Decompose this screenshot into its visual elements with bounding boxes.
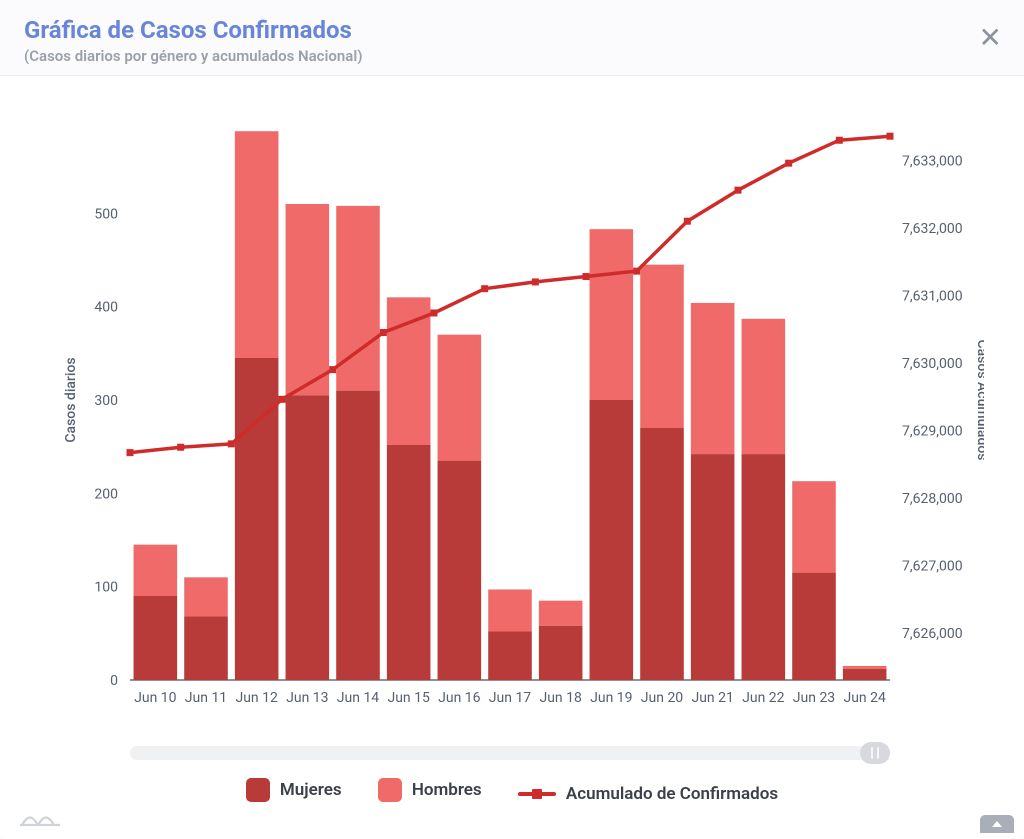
modal-header: Gráfica de Casos Confirmados (Casos diar… [0, 0, 1024, 76]
svg-text:Jun 14: Jun 14 [337, 690, 380, 706]
legend-swatch-line [518, 786, 556, 802]
svg-text:500: 500 [94, 206, 118, 222]
svg-text:100: 100 [94, 580, 118, 596]
legend-label-hombres: Hombres [412, 780, 482, 800]
svg-text:Jun 10: Jun 10 [134, 690, 177, 706]
modal-subtitle: (Casos diarios por género y acumulados N… [24, 47, 1000, 65]
legend-swatch-mujeres [246, 778, 270, 802]
svg-text:Jun 23: Jun 23 [793, 690, 835, 706]
amcharts-logo-icon [20, 807, 76, 833]
svg-text:Casos diarios: Casos diarios [63, 357, 79, 442]
svg-text:Jun 16: Jun 16 [438, 690, 481, 706]
svg-text:7,628,000: 7,628,000 [902, 491, 963, 507]
svg-text:Jun 17: Jun 17 [489, 690, 532, 706]
modal-title: Gráfica de Casos Confirmados [24, 16, 1000, 45]
svg-text:Casos Acumulados: Casos Acumulados [974, 339, 984, 460]
svg-text:200: 200 [94, 486, 118, 502]
svg-text:Jun 24: Jun 24 [843, 690, 886, 706]
chart-legend: Mujeres Hombres Acumulado de Confirmados [0, 778, 1024, 807]
svg-text:0: 0 [110, 673, 118, 689]
svg-text:Jun 12: Jun 12 [235, 690, 278, 706]
legend-item-acumulado[interactable]: Acumulado de Confirmados [518, 784, 778, 804]
svg-text:7,630,000: 7,630,000 [902, 356, 963, 372]
range-scrollbar[interactable] [130, 742, 890, 764]
svg-text:Jun 21: Jun 21 [691, 690, 733, 706]
range-handle[interactable] [860, 742, 890, 764]
range-track [130, 746, 890, 760]
svg-text:7,633,000: 7,633,000 [902, 153, 963, 169]
svg-text:7,627,000: 7,627,000 [902, 558, 963, 574]
legend-swatch-hombres [378, 778, 402, 802]
close-icon[interactable]: ✕ [979, 24, 1002, 52]
legend-label-mujeres: Mujeres [280, 780, 342, 800]
svg-text:Jun 20: Jun 20 [641, 690, 684, 706]
svg-text:Jun 11: Jun 11 [185, 690, 227, 706]
chart-svg: 0 100 200 300 400 500 Casos diarios 7,626,000 7,… [40, 110, 984, 730]
chart-area: 0 100 200 300 400 500 Casos diarios 7,626,000 7,… [40, 110, 984, 730]
expand-toggle-button[interactable] [980, 815, 1014, 833]
legend-item-hombres[interactable]: Hombres [378, 778, 482, 802]
legend-label-acumulado: Acumulado de Confirmados [566, 784, 778, 804]
svg-text:400: 400 [94, 300, 118, 316]
svg-text:7,631,000: 7,631,000 [902, 288, 963, 304]
svg-text:Jun 22: Jun 22 [742, 690, 785, 706]
svg-text:Jun 18: Jun 18 [539, 690, 582, 706]
svg-text:7,626,000: 7,626,000 [902, 626, 963, 642]
svg-text:7,632,000: 7,632,000 [902, 221, 963, 237]
chart-modal: Gráfica de Casos Confirmados (Casos diar… [0, 0, 1024, 839]
legend-item-mujeres[interactable]: Mujeres [246, 778, 342, 802]
svg-text:Jun 19: Jun 19 [590, 690, 632, 706]
svg-text:7,629,000: 7,629,000 [902, 423, 963, 439]
svg-text:Jun 13: Jun 13 [286, 690, 328, 706]
svg-text:300: 300 [94, 393, 118, 409]
chevron-up-icon [992, 821, 1002, 827]
svg-text:Jun 15: Jun 15 [387, 690, 430, 706]
